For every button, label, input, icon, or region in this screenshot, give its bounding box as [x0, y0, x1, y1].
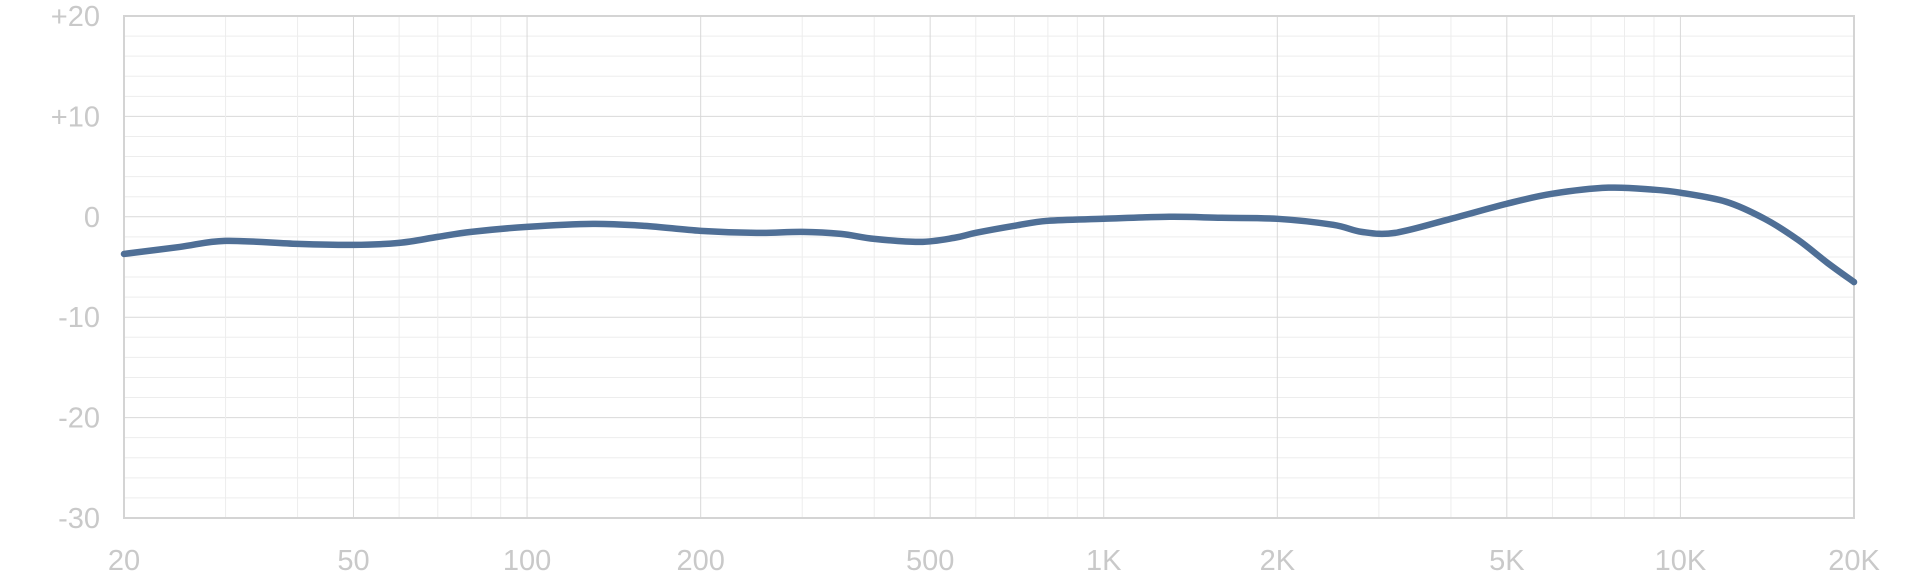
y-tick-label: -20	[58, 403, 100, 435]
y-tick-label: +10	[51, 101, 100, 133]
y-axis-ticks: +20 +10 0 -10 -20 -30	[51, 1, 100, 535]
y-tick-label: +20	[51, 1, 100, 33]
x-tick-label: 2K	[1260, 545, 1296, 576]
x-axis-ticks: 20 50 100 200 500 1K 2K 5K 10K 20K	[108, 545, 1881, 576]
x-tick-label: 50	[337, 545, 369, 576]
x-tick-label: 10K	[1655, 545, 1707, 576]
plot-frame	[123, 15, 1855, 519]
x-tick-label: 100	[503, 545, 551, 576]
series-layer	[120, 184, 1858, 286]
y-tick-label: 0	[84, 202, 100, 234]
x-tick-label: 20	[108, 545, 140, 576]
frequency-response-line	[120, 184, 1858, 286]
grid	[123, 15, 1855, 519]
x-tick-label: 1K	[1086, 545, 1122, 576]
x-tick-label: 5K	[1489, 545, 1525, 576]
x-tick-label: 200	[676, 545, 724, 576]
x-tick-label: 500	[906, 545, 954, 576]
y-tick-label: -30	[58, 503, 100, 535]
x-tick-label: 20K	[1828, 545, 1880, 576]
y-tick-label: -10	[58, 302, 100, 334]
